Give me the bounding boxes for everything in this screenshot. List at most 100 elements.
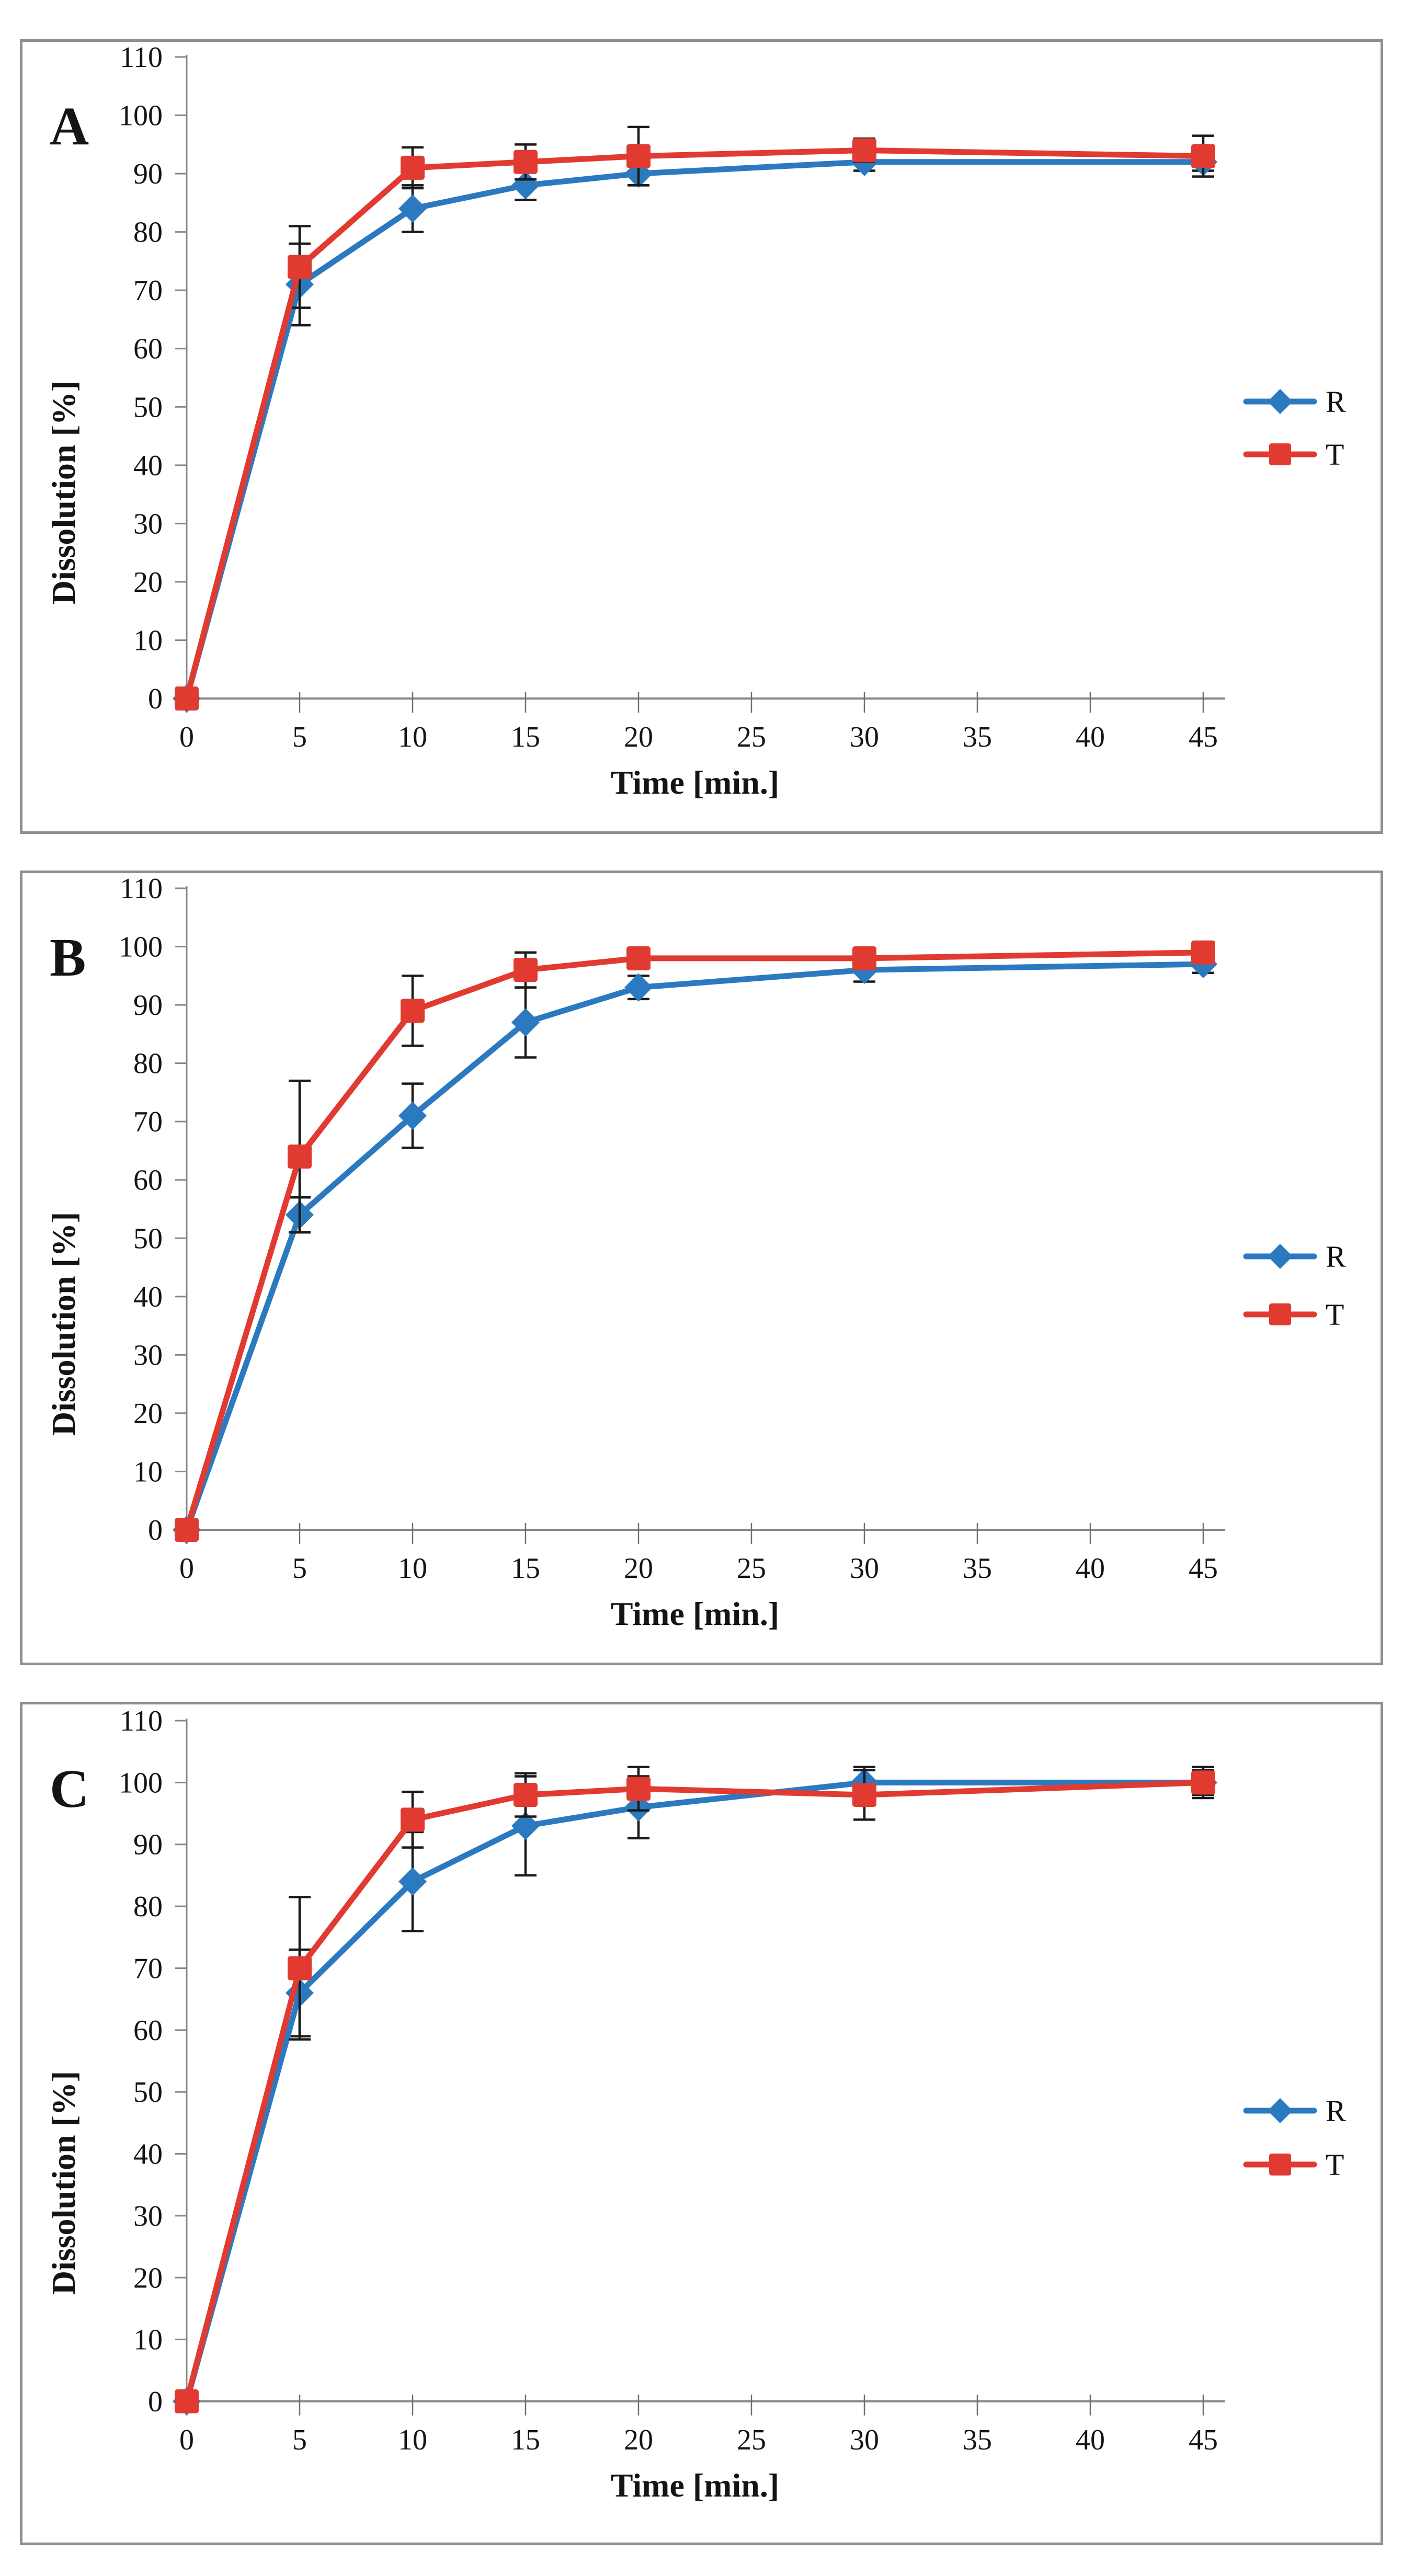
y-tick-label: 110 xyxy=(120,42,163,74)
series-T-marker xyxy=(288,1956,312,1980)
series-T-marker xyxy=(401,999,425,1023)
y-tick-label: 10 xyxy=(133,1456,163,1488)
series-T-marker xyxy=(626,946,651,970)
panel-a: A 0 10 20 30 40 50 60 70 80 90 100 110 0 5 10 15 20 25 30 35… xyxy=(20,39,1383,834)
series-T-marker xyxy=(852,1783,876,1807)
y-tick-label: 10 xyxy=(133,2324,163,2356)
y-tick-label: 90 xyxy=(133,158,163,190)
y-tick-label: 100 xyxy=(119,100,163,132)
x-tick-label: 10 xyxy=(398,2424,427,2456)
y-tick-label: 100 xyxy=(119,1767,163,1799)
series-R-marker xyxy=(398,1102,427,1130)
y-tick-label: 110 xyxy=(120,1705,163,1737)
y-tick-label: 30 xyxy=(133,2200,163,2232)
y-axis-title: Dissolution [%] xyxy=(45,1212,82,1436)
series-T-marker xyxy=(626,1777,651,1801)
y-tick-label: 80 xyxy=(133,1891,163,1923)
y-tick-label: 80 xyxy=(133,216,163,249)
x-tick-label: 0 xyxy=(179,1552,194,1585)
x-tick-label: 5 xyxy=(292,1552,307,1585)
legend-R-label: R xyxy=(1326,385,1346,419)
x-tick-label: 30 xyxy=(850,1552,879,1585)
legend-T-marker xyxy=(1269,443,1291,465)
legend-R-marker xyxy=(1268,2098,1293,2123)
legend-R-label: R xyxy=(1326,2094,1346,2128)
legend-T-marker xyxy=(1269,1303,1291,1325)
y-tick-label: 0 xyxy=(148,1514,163,1547)
x-tick-label: 10 xyxy=(398,721,427,753)
dissolution-chart-b: B 0 10 20 30 40 50 60 70 80 90 100 110 0 5 10 15 20 25 30 35… xyxy=(45,873,1346,1632)
series-R xyxy=(173,1766,1217,2415)
x-tick-label: 30 xyxy=(850,721,879,753)
legend-entry-T: T xyxy=(1243,1298,1344,1332)
x-tick-label: 25 xyxy=(737,2424,766,2456)
y-tick-label: 20 xyxy=(133,2262,163,2294)
x-tick-label: 40 xyxy=(1076,2424,1105,2456)
y-tick-label: 20 xyxy=(133,1398,163,1430)
series-R-marker xyxy=(624,973,653,1002)
legend-R-marker xyxy=(1268,389,1293,414)
x-tick-label: 40 xyxy=(1076,721,1105,753)
panel-letter: C xyxy=(50,1759,89,1819)
y-axis-title: Dissolution [%] xyxy=(45,381,82,605)
panel-letter: B xyxy=(50,928,86,988)
y-tick-label: 50 xyxy=(133,391,163,423)
x-tick-label: 15 xyxy=(511,2424,540,2456)
series-T-marker xyxy=(626,144,651,168)
x-tick-label: 35 xyxy=(963,1552,992,1585)
x-tick-label: 45 xyxy=(1189,1552,1218,1585)
series-R-line xyxy=(184,159,1206,702)
x-axis-title: Time [min.] xyxy=(611,1595,779,1632)
series-R xyxy=(173,950,1217,1544)
x-tick-label: 45 xyxy=(1189,2424,1218,2456)
series-R-marker xyxy=(511,1008,540,1037)
legend-R-label: R xyxy=(1326,1240,1346,1274)
y-tick-label: 0 xyxy=(148,2386,163,2418)
x-tick-label: 20 xyxy=(624,1552,653,1585)
legend-entry-T: T xyxy=(1243,2148,1344,2182)
series-R-line xyxy=(184,961,1206,1533)
series-T-marker xyxy=(1191,144,1215,168)
x-tick-label: 15 xyxy=(511,1552,540,1585)
y-tick-label: 70 xyxy=(133,1952,163,1985)
y-tick-label: 60 xyxy=(133,333,163,365)
series-T-marker xyxy=(852,138,876,163)
x-tick-label: 0 xyxy=(179,2424,194,2456)
series-T-marker xyxy=(514,1783,538,1807)
x-tick-label: 45 xyxy=(1189,721,1218,753)
y-tick-label: 80 xyxy=(133,1048,163,1080)
legend-T-marker xyxy=(1269,2154,1291,2176)
y-tick-label: 40 xyxy=(133,1281,163,1313)
series-R-marker xyxy=(398,194,427,223)
series-T-marker xyxy=(175,2389,199,2413)
series-T-marker xyxy=(1191,940,1215,965)
series-T xyxy=(175,940,1215,1542)
y-tick-label: 40 xyxy=(133,450,163,482)
y-tick-label: 30 xyxy=(133,508,163,540)
legend-entry-R: R xyxy=(1243,1240,1346,1274)
legend-entry-R: R xyxy=(1243,385,1346,419)
x-tick-label: 40 xyxy=(1076,1552,1105,1585)
series-T-line xyxy=(184,147,1206,702)
series-T-marker xyxy=(514,958,538,982)
series-T-marker xyxy=(852,946,876,970)
y-tick-label: 60 xyxy=(133,1164,163,1197)
series-T-marker xyxy=(401,155,425,180)
y-tick-label: 110 xyxy=(120,873,163,905)
x-tick-label: 35 xyxy=(963,2424,992,2456)
x-tick-label: 25 xyxy=(737,721,766,753)
x-tick-label: 30 xyxy=(850,2424,879,2456)
series-R-marker xyxy=(398,1867,427,1896)
panel-letter: A xyxy=(50,96,89,156)
x-tick-label: 15 xyxy=(511,721,540,753)
x-tick-label: 5 xyxy=(292,721,307,753)
legend-R-marker xyxy=(1268,1244,1293,1269)
y-tick-label: 50 xyxy=(133,2076,163,2109)
series-R-marker xyxy=(511,171,540,200)
series-T-line xyxy=(184,1779,1206,2405)
y-tick-label: 90 xyxy=(133,989,163,1022)
y-tick-label: 90 xyxy=(133,1829,163,1861)
legend-T-label: T xyxy=(1326,1298,1344,1332)
y-tick-label: 70 xyxy=(133,274,163,307)
x-tick-label: 20 xyxy=(624,2424,653,2456)
